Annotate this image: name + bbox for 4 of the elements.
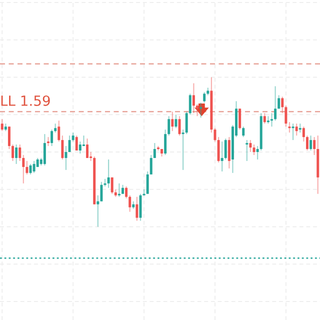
candlestick [266, 116, 270, 124]
ref-line-label: LL 1.59 [1, 95, 50, 106]
candlestick [47, 136, 50, 147]
candlestick [156, 145, 160, 152]
